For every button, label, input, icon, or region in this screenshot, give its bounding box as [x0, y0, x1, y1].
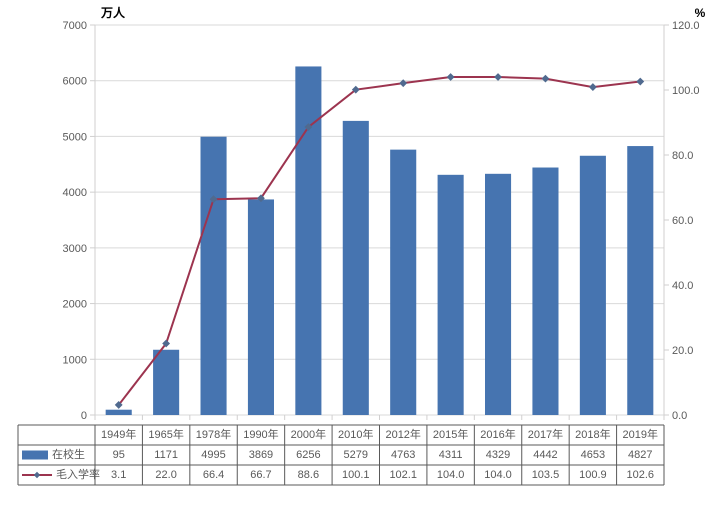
bar — [390, 150, 416, 415]
table-line-value: 102.1 — [389, 469, 417, 481]
left-tick-label: 1000 — [63, 354, 87, 366]
table-line-value: 100.9 — [579, 469, 607, 481]
table-bar-value: 4827 — [628, 449, 652, 461]
table-category: 1990年 — [243, 427, 278, 441]
left-tick-label: 4000 — [63, 187, 87, 199]
table-line-value: 102.6 — [627, 469, 655, 481]
bar — [532, 168, 558, 415]
left-tick-label: 7000 — [63, 20, 87, 32]
table-line-value: 104.0 — [437, 469, 465, 481]
table-category: 2017年 — [528, 427, 563, 441]
bar — [438, 175, 464, 415]
table-category: 2019年 — [623, 427, 658, 441]
legend-line-marker — [34, 472, 40, 478]
bar — [485, 174, 511, 415]
line-marker — [495, 74, 501, 80]
right-axis-title: % — [695, 6, 706, 20]
right-tick-label: 0.0 — [672, 410, 687, 422]
table-line-value: 3.1 — [111, 469, 126, 481]
legend-bar-swatch — [22, 451, 48, 460]
table-category: 2012年 — [385, 427, 420, 441]
bar — [343, 121, 369, 415]
right-tick-label: 20.0 — [672, 345, 693, 357]
chart-svg: 万人% 0 1000 2000 3000 4000 5000 6000 7000 0.0 20.0 4… — [0, 0, 718, 512]
bar — [580, 156, 606, 415]
legend-bar-label: 在校生 — [52, 447, 85, 461]
table-bar-value: 6256 — [296, 449, 320, 461]
left-tick-label: 0 — [81, 410, 87, 422]
table-category: 2000年 — [291, 427, 326, 441]
table-category: 2016年 — [480, 427, 515, 441]
table-line-value: 103.5 — [532, 469, 560, 481]
table-category: 2018年 — [575, 427, 610, 441]
table-bar-value: 4311 — [439, 449, 463, 461]
table-bar-value: 95 — [113, 449, 125, 461]
table-bar-value: 5279 — [344, 449, 368, 461]
table-line-value: 66.4 — [203, 469, 224, 481]
table-bar-value: 4995 — [201, 449, 225, 461]
table-category: 1965年 — [148, 427, 183, 441]
table-bar-value: 3869 — [249, 449, 273, 461]
table-category: 1949年 — [101, 427, 136, 441]
line-marker — [590, 84, 596, 90]
table-line-value: 100.1 — [342, 469, 370, 481]
table-category: 2015年 — [433, 427, 468, 441]
legend-line-label: 毛入学率 — [56, 467, 100, 481]
table-bar-value: 1171 — [154, 449, 178, 461]
left-tick-label: 6000 — [63, 76, 87, 88]
bar — [627, 146, 653, 415]
table-bar-value: 4442 — [533, 449, 557, 461]
table-line-value: 104.0 — [484, 469, 512, 481]
right-tick-label: 100.0 — [672, 85, 700, 97]
line-marker — [447, 74, 453, 80]
right-tick-label: 60.0 — [672, 215, 693, 227]
left-tick-label: 3000 — [63, 243, 87, 255]
table-category: 1978年 — [196, 427, 231, 441]
table-category: 2010年 — [338, 427, 373, 441]
bar — [201, 137, 227, 415]
bar — [106, 410, 132, 415]
line-series — [119, 77, 641, 405]
bar — [153, 350, 179, 415]
left-tick-label: 5000 — [63, 131, 87, 143]
table-line-value: 22.0 — [155, 469, 176, 481]
left-tick-label: 2000 — [63, 299, 87, 311]
table-bar-value: 4653 — [581, 449, 605, 461]
line-marker — [637, 78, 643, 84]
table-line-value: 88.6 — [298, 469, 319, 481]
table-bar-value: 4763 — [391, 449, 415, 461]
right-tick-label: 80.0 — [672, 150, 693, 162]
table-line-value: 66.7 — [250, 469, 271, 481]
bar — [248, 199, 274, 415]
dual-axis-chart: 万人% 0 1000 2000 3000 4000 5000 6000 7000 0.0 20.0 4… — [0, 0, 718, 512]
right-tick-label: 120.0 — [672, 20, 700, 32]
table-bar-value: 4329 — [486, 449, 510, 461]
left-axis-title: 万人 — [100, 5, 126, 20]
right-tick-label: 40.0 — [672, 280, 693, 292]
